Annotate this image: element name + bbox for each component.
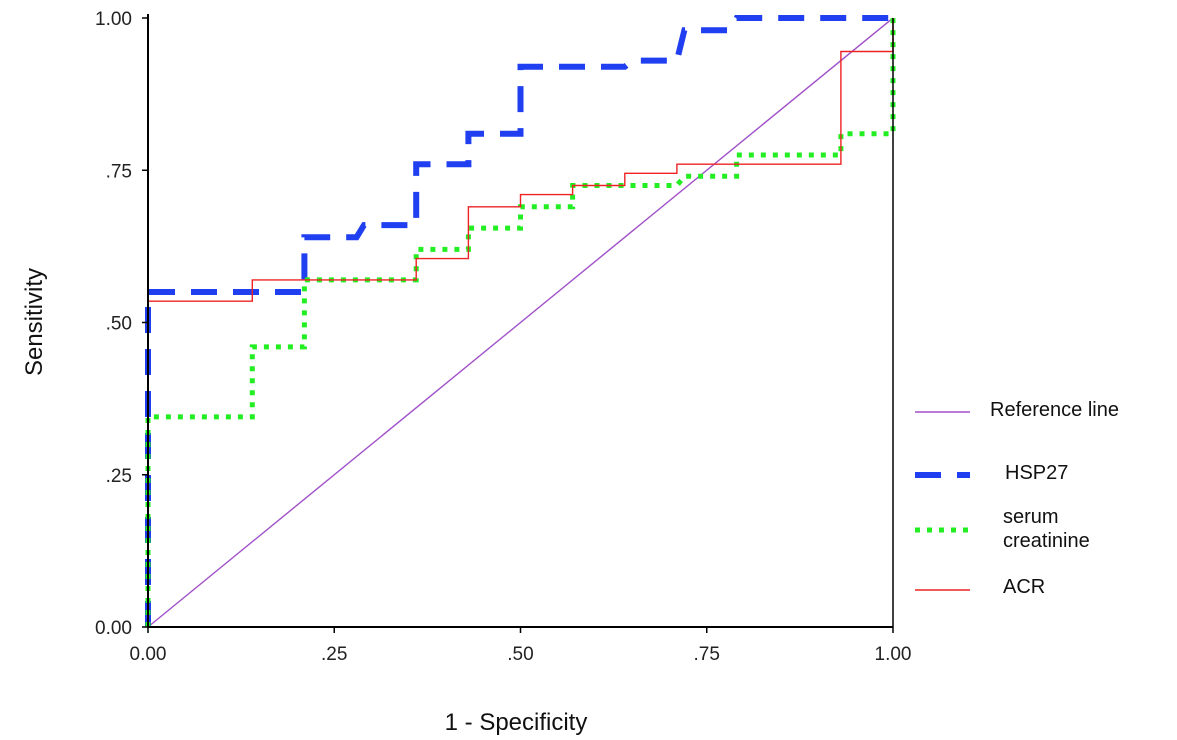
y-tick-label: .25 — [106, 466, 132, 487]
x-axis-title: 1 - Specificity — [445, 709, 588, 736]
series-line-reference-line — [147, 17, 894, 628]
x-tick-label: 0.00 — [130, 644, 167, 665]
series-line-serum-creatinine — [145, 18, 896, 627]
series-line-hsp27 — [145, 15, 893, 627]
x-tick-label: 1.00 — [875, 644, 912, 665]
x-tick-label: .25 — [321, 644, 347, 665]
y-tick-label: .75 — [106, 161, 132, 182]
y-tick-label: 1.00 — [95, 9, 132, 30]
y-tick-label: .50 — [106, 314, 132, 335]
x-tick-label: .75 — [694, 644, 720, 665]
x-tick-label: .50 — [507, 644, 533, 665]
x-axis-ticks: 0.00 .25 .50 .75 1.00 — [130, 627, 912, 665]
plot-area — [145, 15, 896, 628]
legend-label-reference-line: Reference line — [990, 399, 1119, 421]
legend: Reference line HSP27 serum creatinine ACR — [915, 399, 1119, 598]
y-tick-label: 0.00 — [95, 618, 132, 639]
series-line-acr — [147, 18, 894, 627]
legend-label-hsp27: HSP27 — [1005, 462, 1068, 484]
legend-label-serum-creatinine: serum creatinine — [1003, 506, 1090, 552]
legend-label-acr: ACR — [1003, 576, 1045, 598]
y-axis-ticks: 0.00 .25 .50 .75 1.00 — [95, 9, 148, 639]
y-axis-title: Sensitivity — [21, 268, 48, 376]
